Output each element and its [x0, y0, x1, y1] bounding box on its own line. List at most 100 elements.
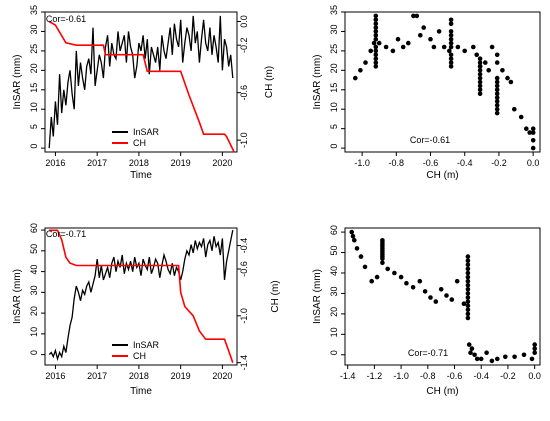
scatter-point — [373, 48, 379, 54]
y-tick-label: 0 — [329, 350, 339, 355]
x-tick-label: 2017 — [87, 371, 107, 381]
x-tick-label: 2019 — [171, 158, 191, 168]
y-tick-label: 10 — [29, 327, 39, 337]
scatter-point — [465, 303, 471, 309]
scatter-point — [494, 83, 500, 89]
scatter-point — [383, 44, 389, 50]
y-tick-label: 25 — [329, 44, 339, 54]
scatter-point — [462, 48, 468, 54]
scatter-point — [477, 64, 483, 69]
scatter-point — [530, 126, 536, 131]
scatter-point — [465, 254, 471, 259]
scatter-point — [392, 270, 397, 276]
scatter-point — [503, 354, 508, 360]
scatter-point — [418, 33, 423, 38]
scatter-point — [438, 287, 444, 292]
y-axis-label: InSAR (mm) — [312, 269, 323, 324]
scatter-point — [448, 52, 454, 58]
scatter-point — [465, 258, 471, 264]
bottom-right-chart: -1.4 -1.2 -1.0 -0.8 -0.6 -0.4 -0.2 0.0 0 10 20 30 40… — [312, 225, 541, 397]
y-tick-label: 30 — [29, 285, 39, 295]
scatter-point — [352, 238, 357, 243]
scatter-point — [353, 75, 358, 81]
legend-label: CH — [133, 138, 146, 148]
scatter-point — [471, 44, 476, 50]
scatter-point — [477, 60, 483, 65]
scatter-point — [465, 270, 471, 276]
scatter-point — [508, 79, 514, 85]
legend-label: InSAR — [133, 340, 160, 350]
x-tick-label: -0.6 — [423, 158, 439, 168]
y-tick-label: 25 — [29, 44, 39, 54]
scatter-point — [474, 52, 480, 58]
scatter-point — [448, 56, 454, 61]
x-tick-label: 2020 — [212, 158, 232, 168]
series-line-insar — [48, 15, 234, 149]
x-tick-label: -0.2 — [500, 371, 516, 381]
scatter-point — [494, 91, 500, 96]
x-tick-label: 0.0 — [528, 371, 541, 381]
right-tick-label: -0.2 — [239, 37, 249, 53]
scatter-point — [486, 68, 492, 73]
plot-frame — [44, 227, 238, 366]
scatter-point — [512, 106, 517, 112]
x-tick-label: -0.4 — [473, 371, 489, 381]
y-tick-label: 10 — [29, 102, 39, 112]
y-tick-label: 20 — [329, 307, 339, 317]
right-tick-label: -1.4 — [239, 355, 249, 371]
plot-frame — [44, 11, 238, 153]
y-tick-label: 30 — [29, 24, 39, 34]
scatter-point — [448, 33, 454, 38]
x-tick-label: -0.4 — [457, 158, 473, 168]
scatter-point — [477, 71, 483, 77]
scatter-point — [532, 350, 537, 356]
scatter-point — [494, 110, 500, 116]
x-tick-label: 2016 — [45, 158, 65, 168]
scatter-point — [428, 36, 433, 42]
right-tick-label: -1.0 — [239, 132, 249, 148]
scatter-point — [362, 264, 368, 270]
y-tick-label: 10 — [329, 102, 339, 112]
scatter-point — [373, 64, 379, 69]
scatter-point — [431, 44, 437, 50]
x-axis-label: Time — [130, 386, 152, 397]
scatter-point — [421, 25, 427, 30]
scatter-point — [505, 75, 510, 81]
scatter-point — [422, 289, 428, 294]
correlation-label: Cor=-0.61 — [410, 135, 450, 145]
scatter-point — [530, 138, 536, 143]
scatter-point — [494, 103, 500, 108]
x-axis-label: Time — [130, 170, 152, 181]
scatter-point — [373, 29, 379, 34]
scatter-point — [472, 352, 477, 358]
y-tick-label: 15 — [329, 83, 339, 93]
scatter-point — [448, 40, 454, 46]
x-tick-label: -0.2 — [491, 158, 507, 168]
scatter-point — [369, 278, 375, 284]
scatter-point — [373, 52, 379, 58]
scatter-point — [376, 40, 382, 46]
scatter-point — [449, 297, 455, 302]
scatter-point — [350, 233, 356, 239]
y-axis-label: InSAR (mm) — [12, 269, 23, 324]
scatter-point — [477, 91, 483, 96]
scatter-point — [477, 75, 483, 81]
scatter-point — [465, 307, 471, 313]
scatter-point — [500, 68, 505, 73]
scatter-point — [469, 346, 475, 351]
scatter-point — [368, 48, 374, 54]
x-tick-label: 2019 — [171, 371, 191, 381]
scatter-point — [477, 56, 483, 61]
y-tick-label: 30 — [329, 24, 339, 34]
x-tick-label: 2016 — [45, 371, 65, 381]
scatter-point — [477, 83, 483, 89]
right-tick-label: -0.6 — [239, 85, 249, 101]
scatter-point — [390, 48, 396, 54]
x-tick-label: -0.8 — [389, 158, 405, 168]
scatter-point — [398, 274, 404, 280]
scatter-point — [373, 13, 379, 19]
scatter-point — [349, 229, 355, 235]
scatter-point — [494, 75, 500, 81]
y-tick-label: 0 — [329, 144, 339, 149]
scatter-point — [521, 352, 527, 358]
